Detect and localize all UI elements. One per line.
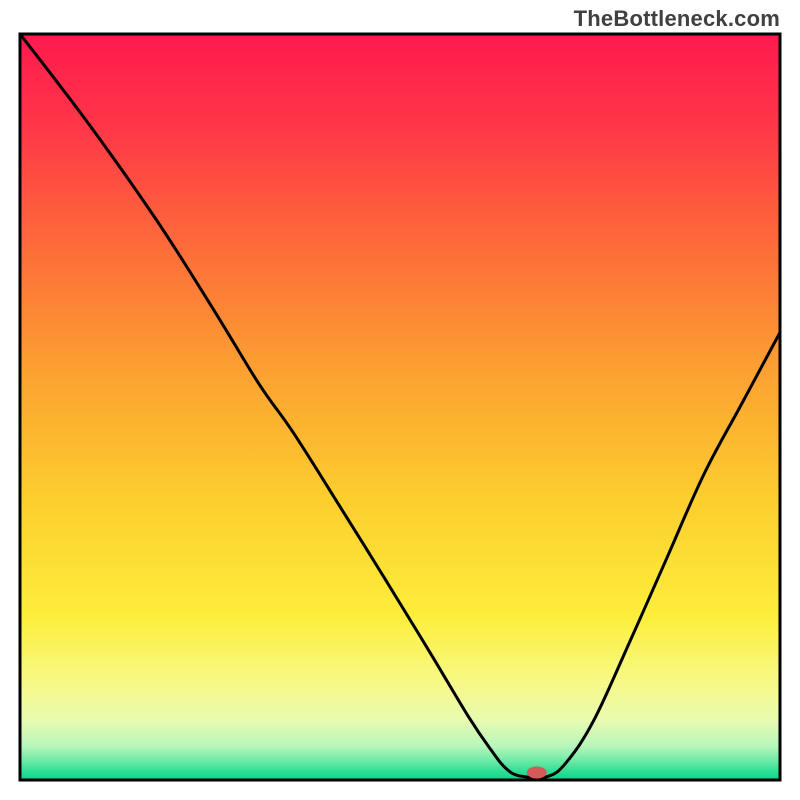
gradient-background	[20, 34, 780, 780]
bottleneck-plot	[0, 0, 800, 800]
watermark-text: TheBottleneck.com	[574, 6, 780, 32]
chart-root: TheBottleneck.com	[0, 0, 800, 800]
optimal-marker	[527, 767, 547, 779]
